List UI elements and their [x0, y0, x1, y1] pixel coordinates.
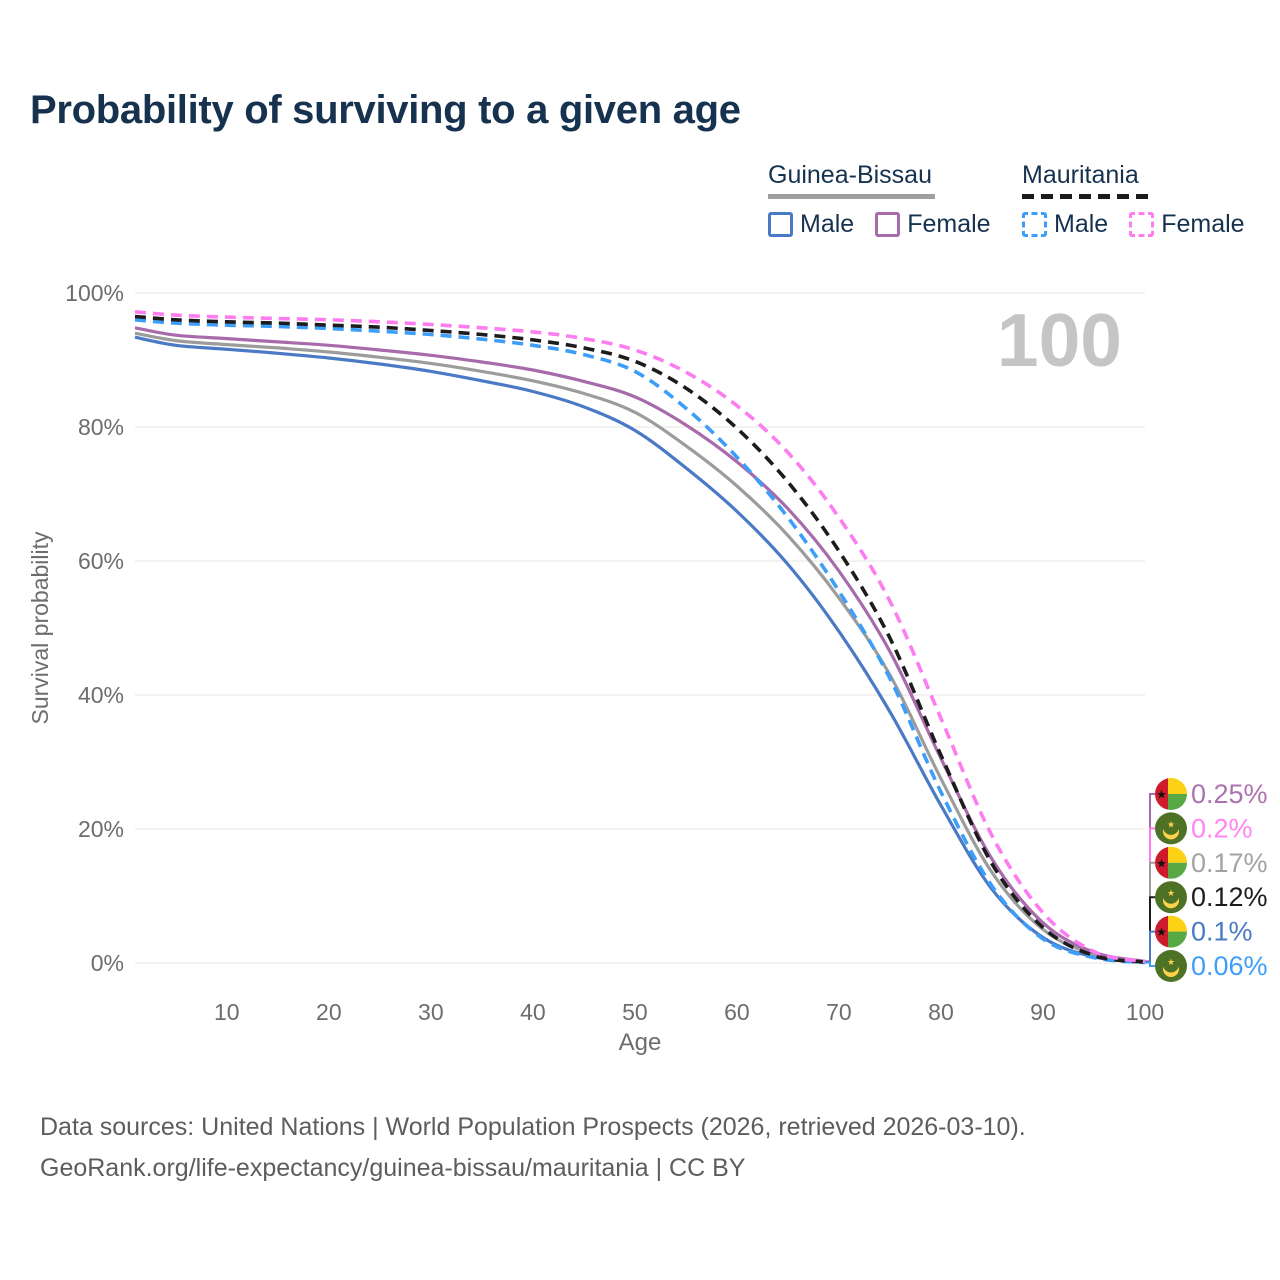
end-value-label: 0.06% — [1191, 951, 1268, 981]
legend-swatch-dashed-pink[interactable] — [1129, 212, 1155, 237]
legend-item-label: Female — [907, 210, 991, 238]
series-line-guinea-bissau-male — [134, 335, 1146, 964]
legend-item-guinea-bissau-female[interactable]: Female — [875, 210, 991, 239]
end-label-connector — [1145, 961, 1155, 967]
legend-item-label: Male — [1054, 210, 1109, 238]
age-watermark: 100 — [997, 298, 1122, 382]
legend-swatch-solid-blue[interactable] — [768, 212, 793, 237]
footer: Data sources: United Nations | World Pop… — [40, 1107, 1026, 1189]
x-tick-label: 60 — [724, 999, 750, 1025]
legend-group-guinea-bissau: Guinea-Bissau Male Female — [768, 162, 991, 239]
end-value-label: 0.17% — [1191, 848, 1268, 878]
legend-country-label[interactable]: Mauritania — [1022, 161, 1139, 189]
legend-item-guinea-bissau-male[interactable]: Male — [768, 210, 854, 239]
legend-row: Male Female — [1022, 210, 1245, 239]
legend-swatch-solid-purple[interactable] — [875, 212, 901, 237]
svg-text:★: ★ — [1156, 788, 1167, 802]
x-axis-title: Age — [619, 1029, 662, 1056]
series-line-mauritania — [134, 314, 1146, 964]
svg-text:★: ★ — [1167, 819, 1175, 829]
legend-item-label: Female — [1161, 210, 1245, 238]
x-tick-label: 10 — [214, 999, 240, 1025]
mauritania-flag-icon: ★ — [1155, 881, 1187, 914]
end-value-label: 0.25% — [1191, 779, 1268, 809]
legend-row: Male Female — [768, 210, 991, 239]
x-tick-label: 90 — [1030, 999, 1056, 1025]
legend-item-label: Male — [800, 210, 855, 238]
x-tick-label: 50 — [622, 999, 648, 1025]
svg-text:★: ★ — [1167, 888, 1175, 898]
x-tick-label: 20 — [316, 999, 342, 1025]
end-value-label: 0.12% — [1191, 882, 1268, 912]
legend-swatch-dashed-blue[interactable] — [1022, 212, 1047, 237]
y-tick-label: 100% — [65, 280, 124, 306]
legend-group-mauritania: Mauritania Male Female — [1022, 162, 1245, 239]
legend-country-line-dashed — [1022, 194, 1148, 199]
legend-country-label[interactable]: Guinea-Bissau — [768, 161, 932, 189]
guinea-bissau-flag-icon: ★ — [1155, 778, 1187, 810]
x-tick-label: 70 — [826, 999, 852, 1025]
y-tick-label: 0% — [91, 950, 124, 976]
guinea-bissau-flag-icon: ★ — [1155, 915, 1187, 948]
attribution-text: GeoRank.org/life-expectancy/guinea-bissa… — [40, 1154, 746, 1182]
svg-text:★: ★ — [1156, 925, 1167, 939]
y-tick-label: 20% — [78, 816, 124, 842]
x-tick-label: 40 — [520, 999, 546, 1025]
y-axis-title: Survival probability — [27, 531, 53, 725]
end-value-label: 0.2% — [1191, 813, 1253, 843]
x-tick-label: 80 — [928, 999, 954, 1025]
series-line-mauritania-female — [134, 310, 1146, 964]
mauritania-flag-icon: ★ — [1155, 950, 1187, 982]
svg-text:★: ★ — [1167, 957, 1175, 967]
series-line-mauritania-male — [134, 318, 1146, 965]
x-tick-label: 30 — [418, 999, 444, 1025]
y-tick-label: 40% — [78, 682, 124, 708]
data-sources-text: Data sources: United Nations | World Pop… — [40, 1113, 1026, 1141]
mauritania-flag-icon: ★ — [1155, 812, 1187, 845]
y-tick-label: 60% — [78, 548, 124, 574]
end-label-connector — [1145, 930, 1155, 964]
legend-country-line-solid — [768, 194, 935, 199]
legend-item-mauritania-female[interactable]: Female — [1129, 210, 1245, 239]
y-tick-label: 80% — [78, 414, 124, 440]
guinea-bissau-flag-icon: ★ — [1155, 846, 1187, 879]
x-tick-label: 100 — [1126, 999, 1164, 1025]
end-value-label: 0.1% — [1191, 917, 1253, 947]
legend-item-mauritania-male[interactable]: Male — [1022, 210, 1108, 239]
series-line-guinea-bissau — [134, 331, 1146, 964]
page-title: Probability of surviving to a given age — [30, 88, 741, 132]
svg-text:★: ★ — [1156, 856, 1167, 870]
